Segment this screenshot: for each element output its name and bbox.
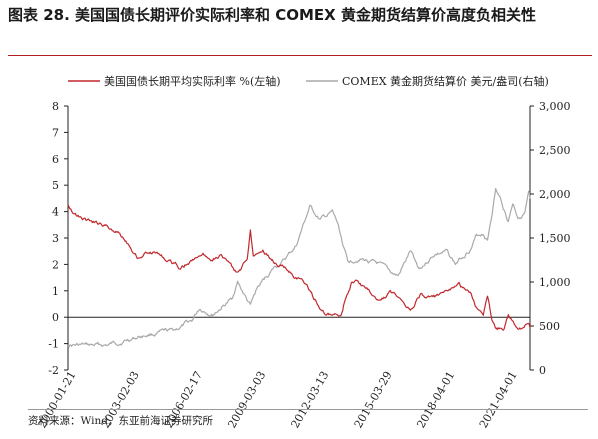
real-rate-line [67,204,531,331]
axes [64,105,534,371]
left-tick-label: 0 [52,311,59,324]
right-tick-label: 1,500 [539,232,571,245]
x-tick-label: 2012-03-13 [288,369,331,430]
left-tick-label: 8 [52,100,59,113]
legend: 美国国债长期平均实际利率 %(左轴) COMEX 黄金期货结算价 美元/盎司(右… [68,74,549,88]
series-rate [67,204,531,331]
left-tick-label: 1 [52,285,59,298]
series-gold [67,187,531,348]
right-tick-label: 3,000 [539,100,571,113]
left-tick-label: 7 [52,126,59,139]
left-tick-label: 5 [52,179,59,192]
left-tick-label: -2 [48,364,59,377]
title-rule [8,55,592,56]
right-tick-label: 2,000 [539,188,571,201]
right-tick-label: 500 [539,320,560,333]
x-tick-label: 2009-03-03 [225,369,268,430]
chart-title: 图表 28. 美国国债长期评价实际利率和 COMEX 黄金期货结算价高度负相关性 [8,6,536,24]
left-tick-label: 3 [52,232,59,245]
left-tick-label: 2 [52,258,59,271]
tick-labels: 8 7 6 5 4 3 2 1 0 -1 -2 3,000 2,500 2,000 1,500 1,000 50… [36,100,571,430]
left-tick-label: 6 [52,153,59,166]
legend-label-gold: COMEX 黄金期货结算价 美元/盎司(右轴) [342,74,549,88]
right-tick-label: 0 [539,364,546,377]
x-tick-label: 2015-03-29 [352,369,395,430]
left-tick-label: 4 [52,206,59,219]
source-note: 资料来源：Wind，东亚前海证券研究所 [28,415,213,427]
right-tick-label: 1,000 [539,276,571,289]
source-rule [28,409,588,410]
left-tick-label: -1 [48,338,59,351]
right-tick-label: 2,500 [539,144,571,157]
x-tick-label: 2018-04-01 [414,369,457,430]
gold-price-line [67,187,531,348]
legend-label-rate: 美国国债长期平均实际利率 %(左轴) [104,74,281,88]
x-tick-label: 2021-04-01 [477,369,520,430]
